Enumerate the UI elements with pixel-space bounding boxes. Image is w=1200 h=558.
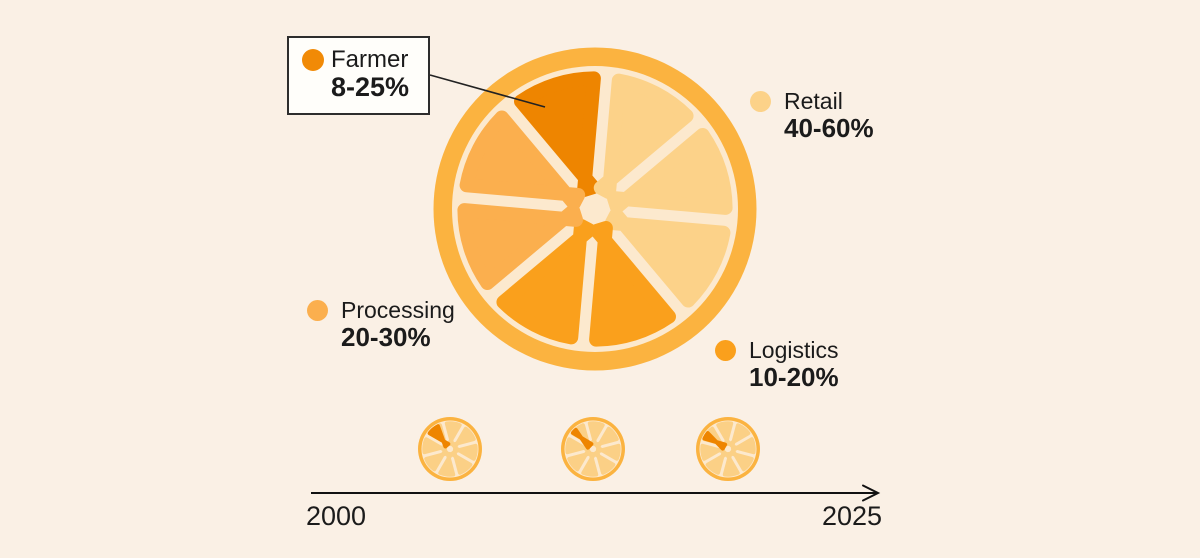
big-orange-wedge-retail-2 bbox=[607, 128, 733, 215]
farmer-legend-dot-icon bbox=[302, 49, 324, 71]
mini-orange-2-wedge-4 bbox=[581, 451, 599, 477]
logistics-label: Logistics bbox=[749, 337, 839, 363]
mini-orange-1-wedge-4 bbox=[438, 451, 456, 477]
mini-orange-1-wedge-5 bbox=[424, 448, 450, 472]
big-orange-wedge-logistics-5 bbox=[496, 218, 597, 345]
mini-orange-2-wedge-6 bbox=[565, 437, 591, 455]
processing-value: 20-30% bbox=[341, 322, 431, 353]
processing-legend-dot-icon bbox=[307, 299, 328, 321]
farmer-label: Farmer bbox=[331, 46, 409, 73]
big-orange-wedge-retail-1 bbox=[593, 73, 694, 200]
big-orange-wedge-processing-6 bbox=[457, 203, 583, 290]
mini-orange-3-wedge-3 bbox=[728, 448, 754, 472]
farmer-value: 8-25% bbox=[331, 72, 410, 102]
retail-value: 40-60% bbox=[784, 113, 874, 144]
mini-orange-3-wedge-2 bbox=[730, 437, 756, 455]
processing-label: Processing bbox=[341, 297, 455, 323]
mini-orange-1-wedge-6 bbox=[422, 437, 448, 455]
mini-orange-2-wedge-2 bbox=[595, 443, 621, 461]
mini-orange-3-wedge-4 bbox=[722, 451, 740, 477]
mini-orange-1-wedge-1 bbox=[450, 426, 476, 450]
processing-legend: Processing 20-30% bbox=[307, 298, 455, 352]
mini-orange-2-wedge-5 bbox=[567, 448, 593, 472]
mini-orange-3-wedge-6 bbox=[700, 443, 726, 461]
mini-orange-2-wedge-3 bbox=[592, 449, 616, 475]
mini-orange-3-wedge-0 bbox=[716, 421, 734, 447]
retail-legend-dot-icon bbox=[750, 90, 771, 112]
farmer-callout-box: Farmer 8-25% bbox=[287, 36, 430, 115]
mini-orange-3-farmer-wedge bbox=[702, 431, 728, 451]
logistics-legend: Logistics 10-20% bbox=[715, 338, 839, 392]
big-orange-wedge-retail-3 bbox=[604, 207, 731, 308]
mini-orange-2-farmer-wedge bbox=[570, 427, 594, 450]
retail-legend: Retail 40-60% bbox=[750, 89, 874, 143]
timeline-start-label: 2000 bbox=[306, 501, 367, 531]
logistics-legend-dot-icon bbox=[715, 339, 736, 361]
mini-orange-1-farmer-wedge bbox=[427, 424, 451, 449]
retail-label: Retail bbox=[784, 88, 843, 114]
mini-orange-3-wedge-5 bbox=[705, 449, 729, 475]
farmer-callout-line bbox=[429, 74, 546, 108]
big-orange-wedge-logistics-4 bbox=[589, 221, 676, 347]
mini-orange-1-wedge-3 bbox=[449, 449, 473, 475]
timeline-end-label: 2025 bbox=[822, 501, 883, 531]
mini-orange-1-wedge-2 bbox=[452, 443, 478, 461]
mini-orange-1-wedge-0 bbox=[444, 421, 462, 447]
mini-orange-2-wedge-0 bbox=[587, 421, 605, 447]
mini-orange-2-wedge-1 bbox=[593, 426, 619, 450]
big-orange-wedge-processing-7 bbox=[459, 110, 586, 211]
mini-orange-3-wedge-1 bbox=[727, 423, 751, 449]
big-orange-wedge-farmer-0 bbox=[514, 71, 601, 197]
logistics-value: 10-20% bbox=[749, 362, 839, 393]
timeline-arrowhead-icon bbox=[862, 484, 881, 502]
